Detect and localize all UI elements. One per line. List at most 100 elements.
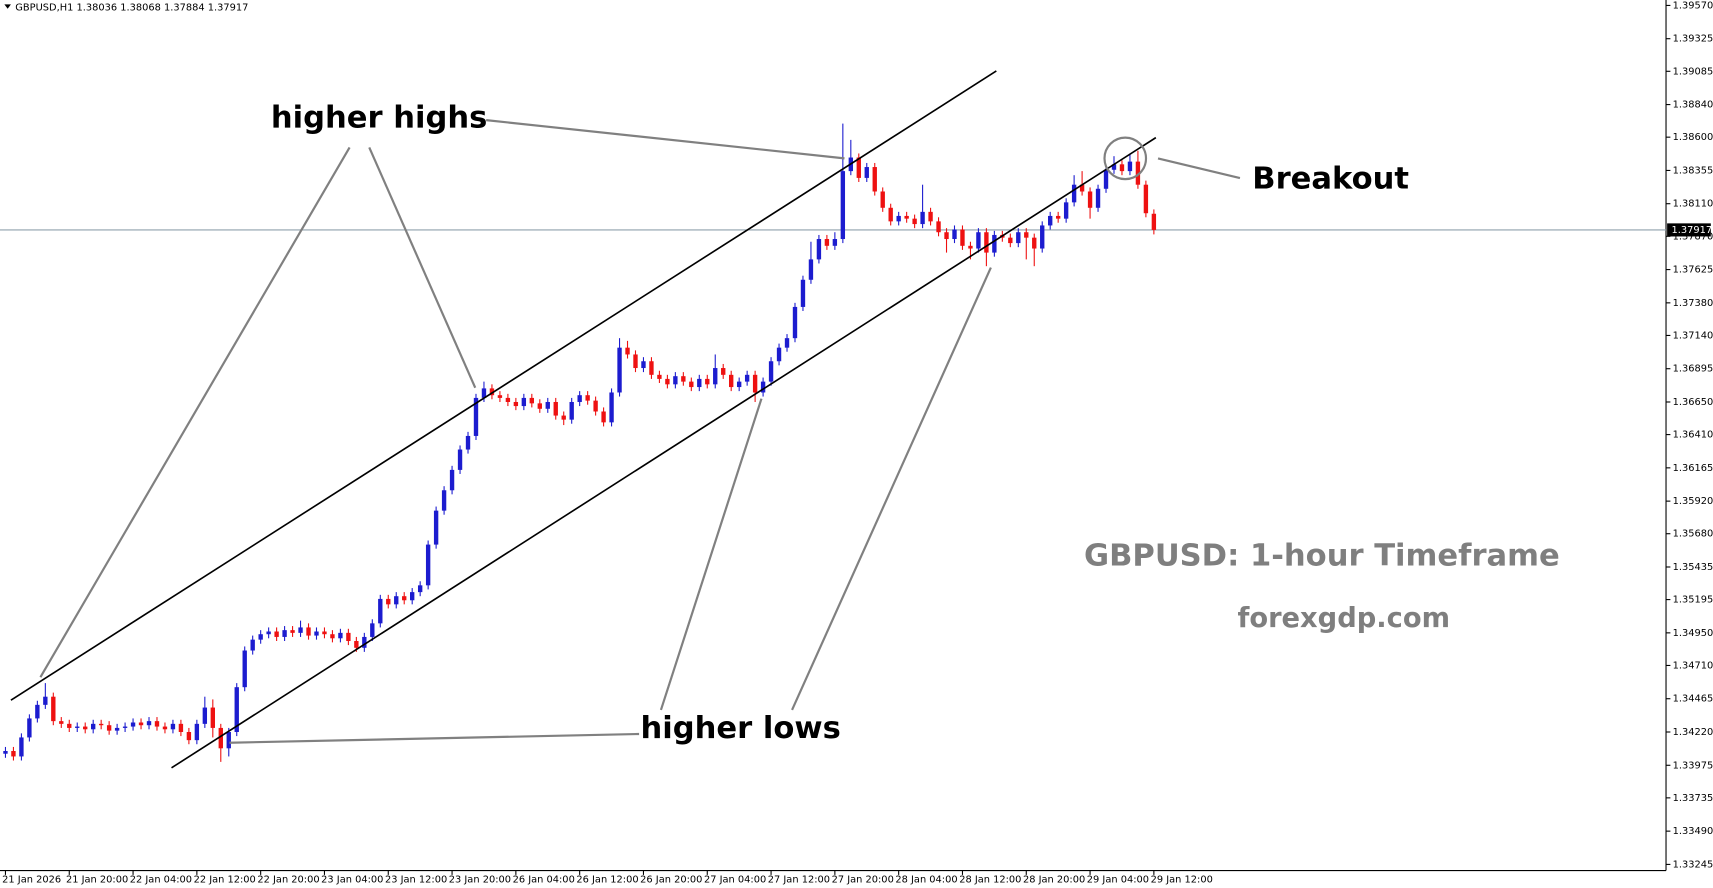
y-tick-label: 1.36410 [1673,430,1713,441]
candle-body [776,347,782,362]
candle-body [162,726,168,730]
current-price-label: 1.37917 [1671,225,1712,236]
candle-body [760,381,766,393]
candle-body [234,687,239,733]
candle-body [705,378,710,385]
candle-body [529,397,535,404]
candle-body [218,727,223,749]
annotation: higher highs [271,101,488,136]
pointer-line [791,267,992,711]
candle-body [912,218,917,225]
candle-body [83,726,88,730]
candle-body [1143,184,1149,214]
watermark: forexgdp.com [1237,603,1450,634]
candle-body [59,721,64,724]
candle-body [290,630,295,633]
candle-body [433,510,439,545]
candle-body [928,211,933,222]
candle-body [625,347,630,355]
candle-body [864,167,869,178]
candle-body [11,751,16,757]
x-tick-label: 29 Jan 04:00 [1087,874,1149,885]
x-tick-label: 23 Jan 04:00 [321,874,383,885]
candle-body [330,634,335,639]
candle-body [138,722,144,726]
candle-body [346,632,351,642]
candle-body [561,415,566,420]
pointer-line [229,732,640,744]
candle-body [729,374,734,388]
y-tick-label: 1.35195 [1673,595,1713,606]
x-tick-label: 21 Jan 2026 [2,874,61,885]
x-tick-label: 21 Jan 20:00 [66,874,128,885]
candle-body [537,403,542,409]
candle-body [1095,188,1101,208]
candle-body [154,721,160,727]
candle-body [840,171,846,240]
candle-body [441,490,447,511]
candle-body [457,449,463,470]
candle-body [266,631,271,635]
candle-body [513,401,519,407]
x-tick-label: 23 Jan 12:00 [385,874,447,885]
candle-body [67,723,72,728]
y-tick-label: 1.37380 [1673,298,1713,309]
candle-body [976,232,981,249]
candle-body [952,229,957,240]
candle-body [98,723,104,726]
candle-body [481,388,487,398]
y-tick-label: 1.34220 [1673,727,1713,738]
y-tick-label: 1.37870 [1673,231,1713,242]
candle-body [641,361,646,369]
current-price-box [1667,223,1711,237]
candle-body [920,211,925,225]
candle-body [210,707,215,728]
candle-body [354,641,359,648]
candle-body [497,395,503,398]
y-tick-label: 1.37625 [1673,265,1713,276]
y-tick-label: 1.36165 [1673,463,1713,474]
candle-body [226,732,231,749]
candle-body [984,232,989,253]
candle-body [944,232,949,240]
candle-body [824,239,830,246]
candle-body [968,245,973,249]
candle-body [1127,161,1133,172]
x-tick-label: 22 Jan 04:00 [130,874,192,885]
y-tick-label: 1.38110 [1673,199,1713,210]
pointer-line [39,146,351,678]
candle-body [601,411,606,423]
candle-body [1079,184,1085,192]
x-tick-label: 26 Jan 12:00 [576,874,638,885]
candle-body [202,707,208,724]
candle-body [314,631,319,636]
candle-body [1008,237,1013,244]
candle-body [545,401,550,409]
pointer-line [659,398,763,711]
candle-body [888,207,893,222]
x-tick-label: 27 Jan 04:00 [704,874,766,885]
y-tick-label: 1.35680 [1673,529,1713,540]
pointer-line [486,119,845,160]
candle-body [106,725,112,731]
candle-body [681,376,686,382]
candle-body [362,636,367,648]
candle-body [298,627,303,633]
candle-body [75,726,80,728]
candle-body [553,401,558,416]
x-tick-label: 26 Jan 04:00 [513,874,575,885]
x-tick-label: 28 Jan 04:00 [895,874,957,885]
candle-body [1103,169,1109,189]
candle-body [1016,232,1021,244]
y-tick-label: 1.39570 [1673,0,1713,11]
candle-body [673,376,678,385]
candle-body [744,374,750,382]
candle-body [43,696,48,705]
x-tick-label: 28 Jan 12:00 [959,874,1021,885]
x-tick-label: 23 Jan 20:00 [449,874,511,885]
candle-body [51,696,56,722]
candle-body [378,598,383,624]
x-tick-label: 27 Jan 12:00 [768,874,830,885]
